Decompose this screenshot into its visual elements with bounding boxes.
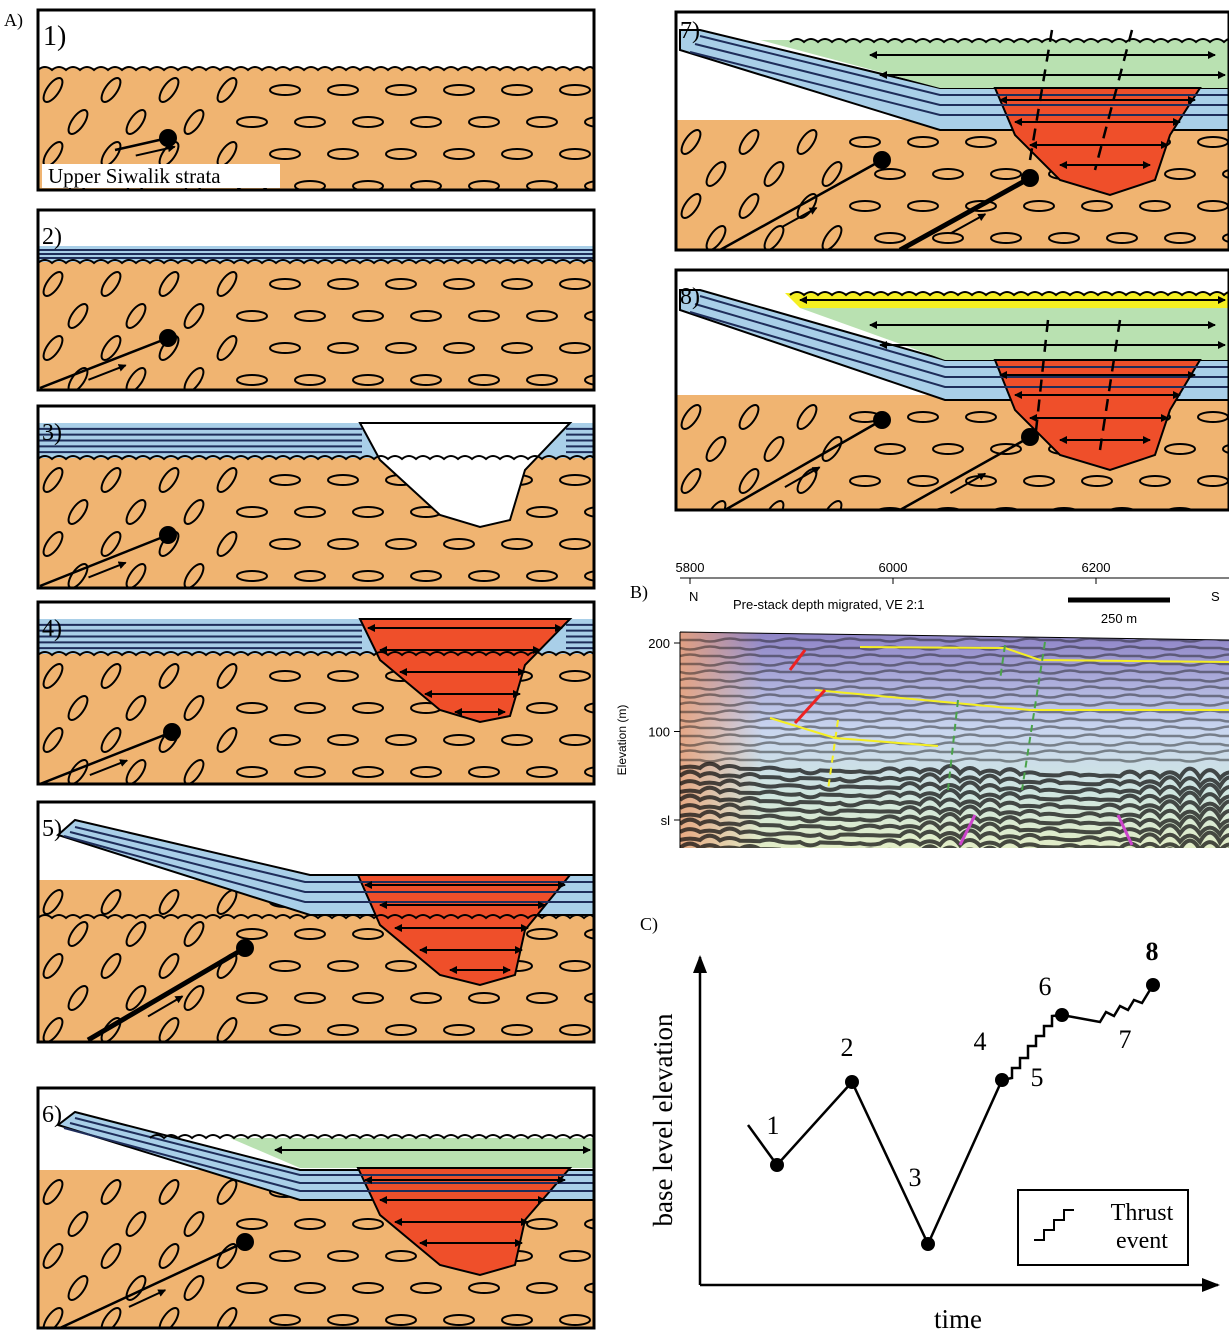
section-content (38, 1088, 615, 1335)
fault-tip (1021, 428, 1039, 446)
point-label: 3 (909, 1163, 922, 1192)
strata-label: Upper Siwalik strata (48, 164, 221, 188)
section-content (38, 802, 615, 1045)
fault-tip (236, 939, 254, 957)
y-tick-label: 100 (648, 725, 670, 740)
siwalik-strata (38, 262, 594, 390)
x-tick-label: 6200 (1082, 560, 1111, 575)
fault-tip (873, 411, 891, 429)
section-content (38, 210, 615, 395)
section-content (676, 12, 1229, 253)
x-tick-label: 5800 (676, 560, 705, 575)
fault-tip (163, 723, 181, 741)
fault-tip (159, 329, 177, 347)
fault-tip (1021, 169, 1039, 187)
stage-point (1146, 978, 1160, 992)
caption: Pre-stack depth migrated, VE 2:1 (733, 597, 924, 612)
section-content (676, 270, 1229, 528)
seismic-image (680, 632, 1229, 859)
end-label: S (1211, 589, 1220, 604)
x-tick-label: 6000 (879, 560, 908, 575)
step-label: 3) (42, 420, 62, 446)
point-label: 6 (1039, 972, 1052, 1001)
point-label: 7 (1119, 1025, 1132, 1054)
panel-label: A) (4, 10, 23, 31)
step-label: 4) (42, 616, 62, 642)
cross-section (38, 802, 615, 1045)
step-label: 6) (42, 1102, 62, 1128)
step-label: 7) (680, 18, 700, 44)
figure: 5800 6000 6200 200 100 sl A) 1) 2) 3) 4) 5) 6… (0, 0, 1229, 1335)
cross-section (676, 270, 1229, 528)
point-label: 4 (974, 1027, 987, 1056)
end-label: N (689, 589, 698, 604)
fault-tip (159, 526, 177, 544)
stage-point (921, 1237, 935, 1251)
axis-title: base level elevation (648, 1013, 678, 1226)
point-label: 1 (767, 1111, 780, 1140)
point-label: 2 (841, 1033, 854, 1062)
y-tick-label: 200 (648, 636, 670, 651)
stage-point (845, 1075, 859, 1089)
axis-title: time (934, 1304, 982, 1334)
step-label: 2) (42, 224, 62, 250)
fault-tip (236, 1233, 254, 1251)
step-label: 8) (680, 284, 700, 310)
legend-text: Thrust (1111, 1200, 1174, 1226)
point-label: 5 (1031, 1063, 1044, 1092)
section-content (38, 406, 615, 591)
panel-label: B) (630, 582, 648, 603)
cross-section (38, 210, 615, 395)
step-label: 5) (42, 816, 62, 842)
fault-tip (873, 151, 891, 169)
stage-point (770, 1158, 784, 1172)
panel-label: C) (640, 914, 658, 935)
stage-point (995, 1073, 1009, 1087)
cross-section (38, 406, 615, 591)
cross-section (38, 602, 615, 787)
scale-bar-label: 250 m (1101, 611, 1137, 626)
axis-title: Elevation (m) (615, 705, 629, 776)
section-content (38, 602, 615, 787)
step-label: 1) (43, 21, 66, 52)
stage-point (1055, 1008, 1069, 1022)
y-tick-label: sl (661, 813, 671, 828)
diagram-layers: 5800 6000 6200 200 100 sl (38, 10, 1229, 1335)
cross-section (676, 12, 1229, 253)
fault-tip (159, 129, 177, 147)
point-label: 8 (1146, 937, 1159, 966)
legend-text: event (1116, 1228, 1168, 1254)
cross-section (38, 1088, 615, 1335)
